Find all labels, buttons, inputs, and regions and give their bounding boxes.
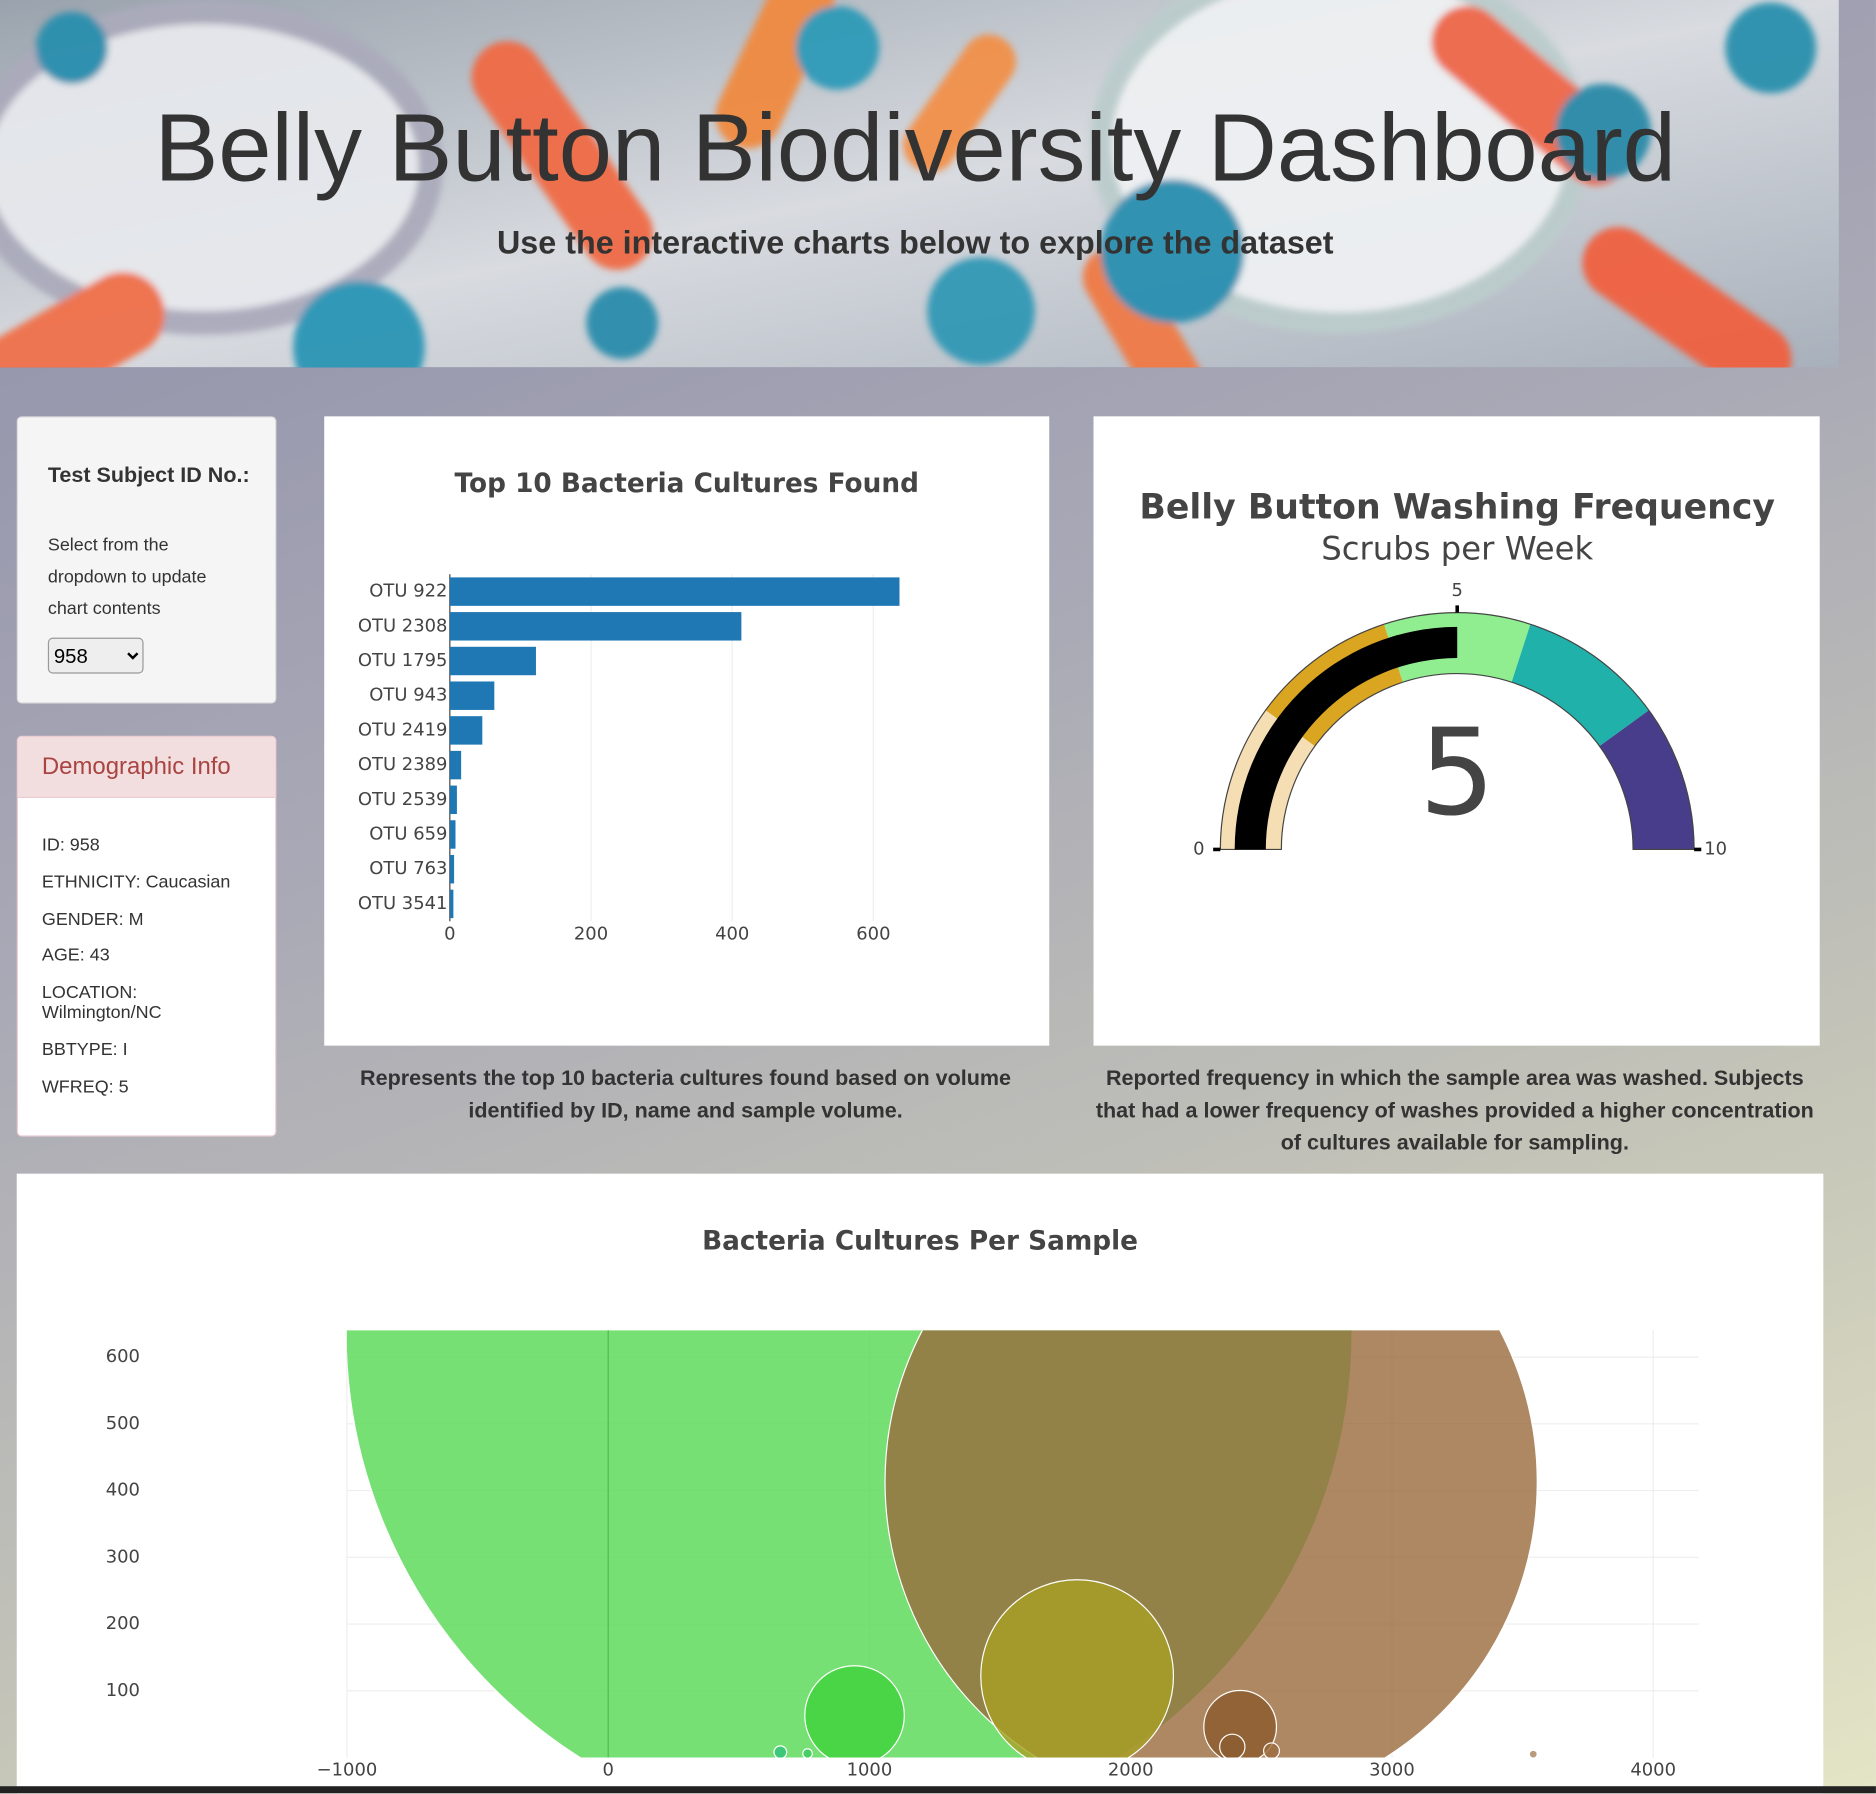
bar <box>449 716 483 745</box>
y-tick-label: OTU 922 <box>369 581 447 602</box>
demographic-item: WFREQ: 5 <box>41 1076 129 1098</box>
gauge-panel: Belly Button Washing Frequency Scrubs per… <box>1093 416 1820 1046</box>
selector-label: Test Subject ID No.: <box>47 463 250 487</box>
demographic-panel: Demographic Info ID: 958 ETHNICITY: Cauca… <box>16 735 277 1137</box>
bubble <box>1219 1733 1246 1758</box>
x-tick-label: 3000 <box>1369 1760 1415 1781</box>
gauge-outline <box>1219 612 1695 851</box>
y-tick-label: OTU 763 <box>369 858 447 879</box>
gauge-title: Belly Button Washing Frequency <box>1139 487 1775 527</box>
bar <box>449 681 495 710</box>
x-tick-label: 0 <box>602 1760 613 1781</box>
bubble <box>884 1330 1538 1758</box>
y-tick-label: OTU 2389 <box>358 754 448 775</box>
demographic-item: LOCATION: Wilmington/NC <box>41 982 162 1023</box>
bubble <box>773 1745 788 1758</box>
y-tick-label: 100 <box>106 1680 140 1701</box>
selector-panel: Test Subject ID No.: Select from the dro… <box>16 416 277 704</box>
gauge-step <box>1511 624 1649 747</box>
y-tick-label: 400 <box>106 1480 140 1501</box>
x-tick-label: 2000 <box>1108 1760 1154 1781</box>
demographic-item: ID: 958 <box>41 835 100 856</box>
gauge-bar <box>1234 626 1458 850</box>
selector-help: Select from the dropdown to update chart… <box>47 534 207 619</box>
page-subtitle: Use the interactive charts below to expl… <box>496 224 1334 261</box>
bar-chart: Top 10 Bacteria Cultures Found 0 200 400 600… <box>358 469 919 944</box>
gauge-caption: Reported frequency in which the sample a… <box>1095 1065 1814 1155</box>
bubble <box>1528 1749 1538 1758</box>
gauge-tick-label: 10 <box>1704 838 1727 859</box>
bar <box>449 820 456 849</box>
gauge-subtitle: Scrubs per Week <box>1321 529 1593 567</box>
window-edge <box>0 1786 1876 1794</box>
x-tick-label: 0 <box>444 923 455 944</box>
bar <box>449 889 454 919</box>
demographic-item: ETHNICITY: Caucasian <box>41 872 231 893</box>
bar-panel: Top 10 Bacteria Cultures Found 0 200 400 600… <box>324 416 1050 1046</box>
y-tick-label: OTU 1795 <box>358 650 448 671</box>
bubble <box>1263 1742 1280 1758</box>
y-tick-label: OTU 2419 <box>358 719 448 740</box>
y-tick-label: OTU 659 <box>369 823 447 844</box>
bubble <box>804 1665 905 1758</box>
chart-title: Bacteria Cultures Per Sample <box>702 1226 1138 1256</box>
gauge-tick-label: 5 <box>1452 580 1463 601</box>
y-tick-label: 200 <box>106 1613 140 1634</box>
gauge-tick-label: 0 <box>1193 838 1204 859</box>
bubble <box>980 1579 1175 1758</box>
bar <box>449 577 900 606</box>
gauge-value: 5 <box>1419 704 1495 843</box>
header-background <box>0 0 1839 368</box>
demographic-item: BBTYPE: I <box>41 1039 128 1061</box>
page-title: Belly Button Biodiversity Dashboard <box>154 94 1677 201</box>
gauge-step <box>1599 710 1695 850</box>
bubble <box>802 1748 813 1758</box>
x-tick-label: −1000 <box>317 1760 378 1781</box>
bar <box>449 854 455 884</box>
x-tick-label: 4000 <box>1630 1760 1676 1781</box>
bubble-panel: Bacteria Cultures Per Sample 100 200 300 400… <box>16 1173 1824 1794</box>
bar <box>449 750 462 780</box>
y-tick-label: 300 <box>106 1546 140 1567</box>
bubble-chart: Bacteria Cultures Per Sample 100 200 300 400… <box>106 1226 1699 1781</box>
bar <box>449 646 536 676</box>
bar <box>449 785 457 815</box>
y-tick-label: 600 <box>106 1346 140 1367</box>
x-tick-label: 400 <box>715 923 749 944</box>
demographic-item: GENDER: M <box>41 909 144 930</box>
demographic-heading: Demographic Info <box>17 736 276 798</box>
x-tick-label: 600 <box>856 923 890 944</box>
x-tick-label: 200 <box>574 923 608 944</box>
bubbles <box>346 1330 1538 1758</box>
y-tick-label: OTU 3541 <box>358 893 448 914</box>
bar-caption: Represents the top 10 bacteria cultures … <box>360 1065 1012 1123</box>
chart-title: Top 10 Bacteria Cultures Found <box>455 469 919 499</box>
jumbotron: Belly Button Biodiversity Dashboard Use … <box>0 0 1839 368</box>
demographic-item: AGE: 43 <box>41 945 110 966</box>
y-tick-label: OTU 943 <box>369 685 447 706</box>
y-tick-label: OTU 2539 <box>358 789 448 810</box>
subject-dropdown[interactable]: 958 <box>47 637 144 674</box>
bar <box>449 612 742 641</box>
y-tick-label: OTU 2308 <box>358 615 448 636</box>
x-tick-label: 1000 <box>847 1760 893 1781</box>
y-tick-label: 500 <box>106 1413 140 1434</box>
